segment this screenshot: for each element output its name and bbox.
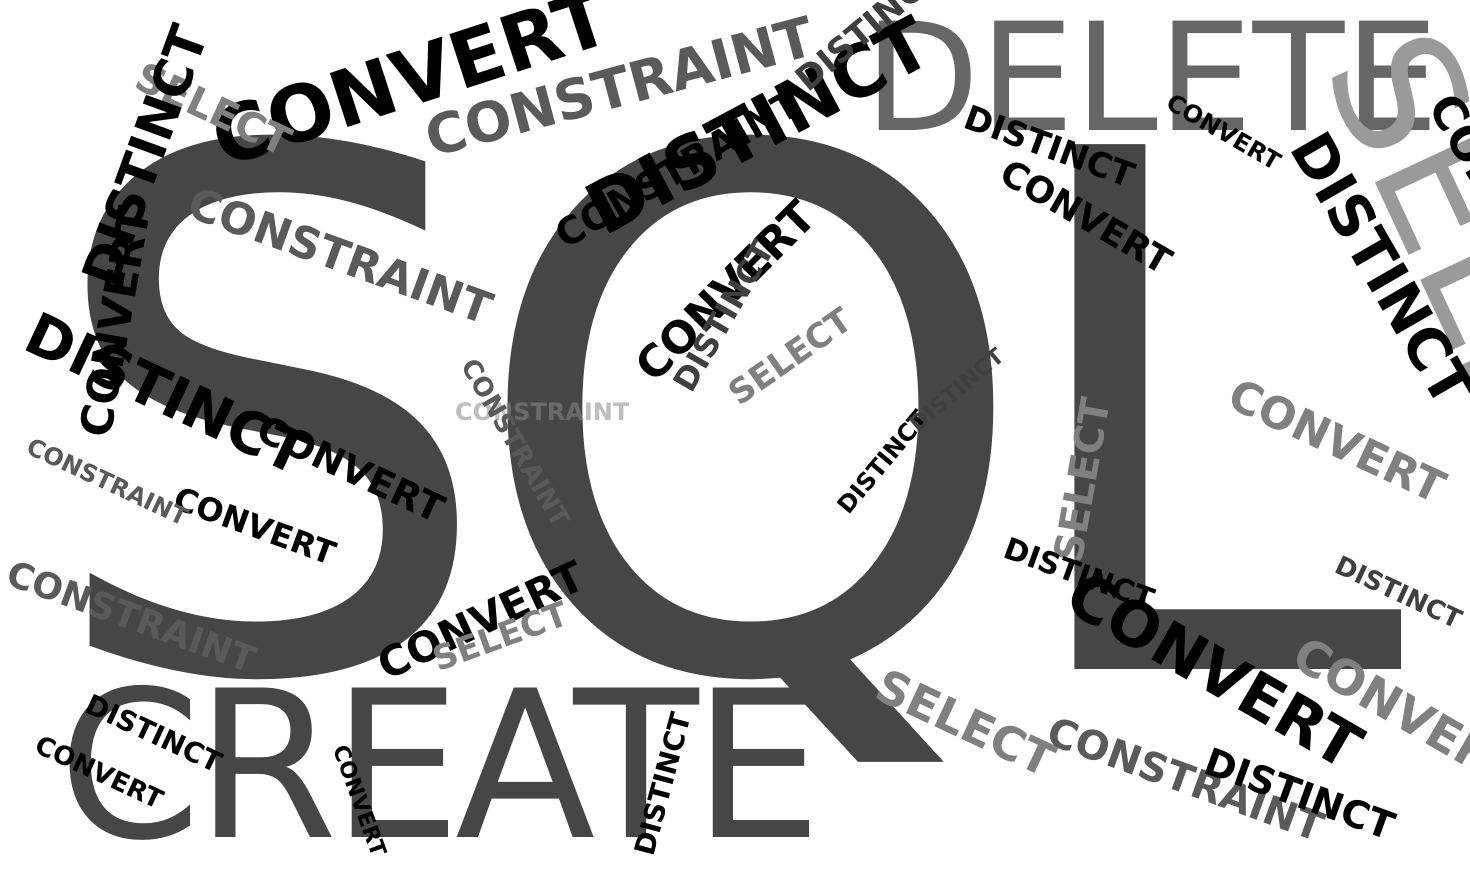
watermark-text: CONSTRAINT xyxy=(455,398,630,426)
word-create: CREATE xyxy=(58,648,822,886)
word-delete: DELETE xyxy=(864,0,1440,166)
word-sql: SQL xyxy=(40,1,1405,839)
